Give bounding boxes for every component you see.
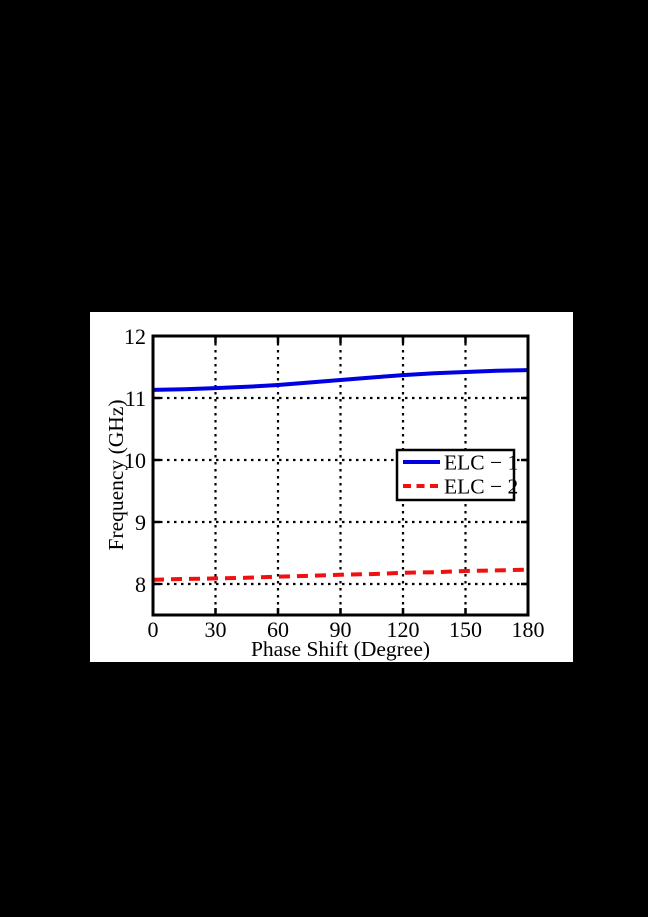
y-tick-label: 10 <box>124 448 146 473</box>
y-axis-label: Frequency (GHz) <box>104 399 128 550</box>
gridlines <box>153 336 528 615</box>
legend-box <box>395 448 516 502</box>
series-line-1 <box>152 368 529 392</box>
figure-panel: 0 30 60 90 120 150 180 8 9 10 11 12 Phase Shift (De… <box>90 312 573 662</box>
y-tick-label: 9 <box>135 510 146 535</box>
x-tick-label: 120 <box>387 617 420 642</box>
x-axis-label: Phase Shift (Degree) <box>251 637 430 661</box>
x-tick-label: 30 <box>205 617 227 642</box>
series-lines <box>152 368 529 582</box>
y-tick-label: 8 <box>135 572 146 597</box>
legend-label-elc2: ELC − 2 <box>444 475 518 499</box>
y-tick-label: 11 <box>125 386 146 411</box>
legend-label-elc1: ELC − 1 <box>444 451 518 475</box>
y-tick-label: 12 <box>124 324 146 349</box>
chart-canvas: 0 30 60 90 120 150 180 8 9 10 11 12 Phase Shift (De… <box>104 324 545 661</box>
plot-border <box>151 334 530 617</box>
x-tick-label: 60 <box>267 617 289 642</box>
tick-labels: 0 30 60 90 120 150 180 8 9 10 11 12 <box>124 324 545 642</box>
x-tick-label: 180 <box>512 617 545 642</box>
x-tick-label: 150 <box>449 617 482 642</box>
legend: ELC − 1 ELC − 2 <box>395 448 518 502</box>
x-tick-label: 90 <box>330 617 352 642</box>
x-tick-label: 0 <box>148 617 159 642</box>
series-line-2 <box>152 567 529 582</box>
